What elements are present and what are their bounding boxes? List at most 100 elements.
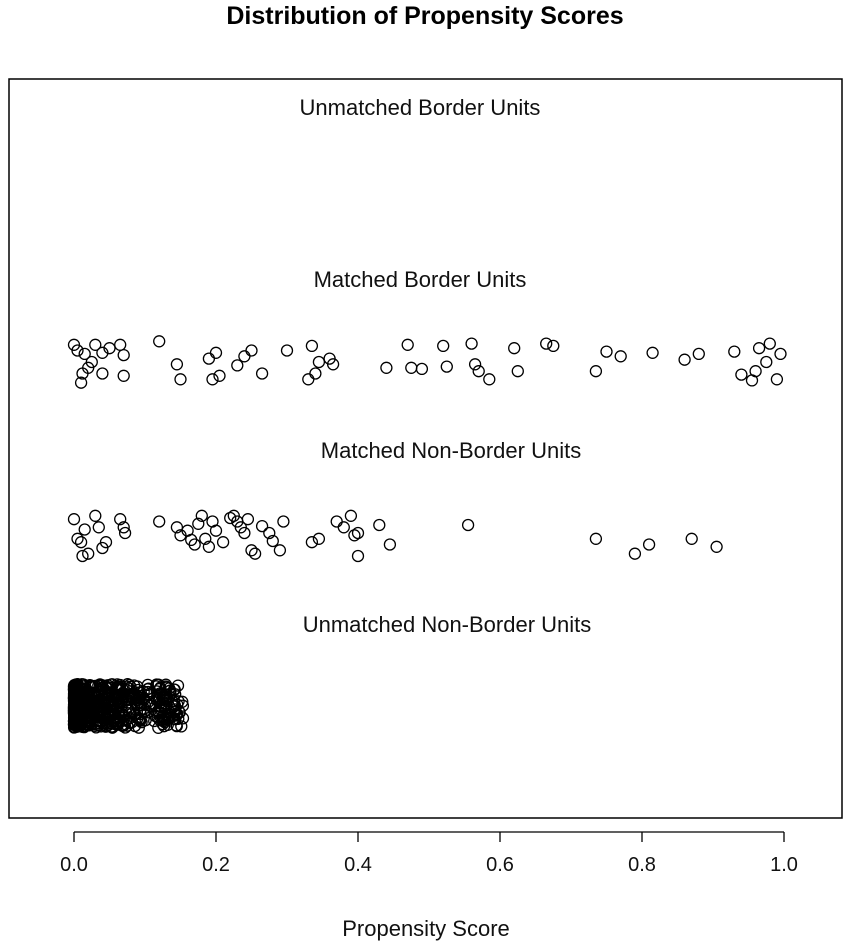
data-point <box>89 338 102 351</box>
data-point <box>468 358 482 371</box>
data-point <box>133 691 147 705</box>
data-point <box>760 355 773 369</box>
data-point <box>188 538 201 551</box>
data-point <box>76 679 89 693</box>
data-point <box>121 690 135 703</box>
data-point <box>589 365 603 378</box>
x-tick-label: 1.0 <box>770 854 798 876</box>
data-point <box>209 524 223 537</box>
data-point <box>642 538 656 551</box>
x-tick-label: 0.6 <box>486 854 514 876</box>
data-point <box>245 544 258 557</box>
data-point <box>94 681 107 695</box>
data-point <box>209 346 223 359</box>
data-point <box>326 358 340 371</box>
data-point <box>255 367 269 380</box>
data-point <box>105 678 119 691</box>
group-label-unmatched-border: Unmatched Border Units <box>300 95 541 120</box>
data-point <box>76 367 89 380</box>
data-point <box>74 718 87 731</box>
data-point <box>405 361 418 374</box>
data-point <box>150 678 163 691</box>
data-point <box>547 339 560 353</box>
data-point <box>118 526 132 540</box>
data-point <box>277 515 290 528</box>
data-point <box>685 532 698 545</box>
data-point <box>78 347 91 361</box>
data-point <box>440 360 453 373</box>
data-point <box>241 513 255 526</box>
data-point <box>344 509 358 522</box>
data-point <box>231 359 244 372</box>
data-point <box>149 700 162 713</box>
data-point <box>202 540 216 553</box>
data-point <box>305 536 319 549</box>
data-point <box>351 549 365 563</box>
data-point <box>82 711 96 724</box>
data-point <box>74 536 88 549</box>
data-point <box>337 521 350 534</box>
data-point <box>280 344 294 357</box>
data-point <box>90 698 103 711</box>
data-point <box>71 344 84 357</box>
points-layer <box>67 335 787 734</box>
data-point <box>92 521 105 534</box>
data-point <box>383 538 397 551</box>
data-point <box>614 350 627 363</box>
data-point <box>93 706 107 719</box>
data-point <box>153 335 166 348</box>
data-point <box>73 696 86 710</box>
data-point <box>770 373 784 386</box>
chart-title: Distribution of Propensity Scores <box>226 2 623 30</box>
data-point <box>728 345 741 358</box>
data-point <box>114 338 127 351</box>
data-point <box>437 339 450 353</box>
data-point <box>206 373 219 386</box>
data-point <box>373 518 386 532</box>
data-point <box>589 532 603 545</box>
data-point <box>348 529 361 542</box>
data-point <box>117 718 131 732</box>
data-point <box>540 337 553 350</box>
data-point <box>102 698 115 711</box>
data-point <box>401 338 414 351</box>
data-point <box>170 521 184 534</box>
data-point <box>415 362 429 376</box>
data-point <box>135 715 148 729</box>
data-point <box>91 688 105 701</box>
data-point <box>164 708 177 721</box>
data-point <box>309 367 322 380</box>
data-point <box>163 690 176 703</box>
data-point <box>330 515 343 528</box>
data-point <box>628 547 642 560</box>
data-point <box>263 526 276 540</box>
data-point <box>749 365 762 378</box>
data-point <box>112 692 125 705</box>
data-point <box>81 697 95 710</box>
data-point <box>153 515 166 528</box>
data-point <box>600 345 613 358</box>
data-point <box>103 342 116 355</box>
group-label-unmatched-non-border: Unmatched Non-Border Units <box>303 612 592 637</box>
x-tick-label: 0.2 <box>202 854 230 876</box>
data-point <box>96 367 109 380</box>
data-point <box>483 373 496 386</box>
data-point <box>202 352 216 365</box>
data-point <box>117 369 130 382</box>
plot-frame <box>8 78 843 819</box>
data-point <box>88 695 101 708</box>
data-point <box>195 509 208 522</box>
data-point <box>137 706 150 719</box>
data-point <box>170 358 184 371</box>
data-point <box>71 532 84 545</box>
data-point <box>78 523 91 536</box>
data-point <box>692 347 705 361</box>
data-point <box>216 536 230 549</box>
data-point <box>465 337 478 350</box>
x-tick-label: 0.4 <box>344 854 372 876</box>
data-point <box>117 348 130 362</box>
data-point <box>68 683 81 696</box>
x-tick-label: 0.8 <box>628 854 656 876</box>
data-point <box>199 532 212 545</box>
